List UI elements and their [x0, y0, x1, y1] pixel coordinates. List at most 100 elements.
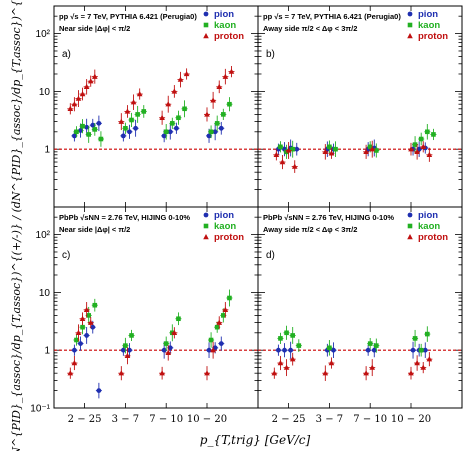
- pion-point: [331, 347, 336, 353]
- kaon-point: [176, 115, 181, 121]
- kaon-point: [425, 129, 430, 135]
- x-tick-label: 3 − 7: [112, 414, 139, 425]
- pion-point: [365, 347, 371, 353]
- x-tick-label: 2 − 25: [68, 414, 102, 425]
- kaon-point: [227, 295, 232, 301]
- proton-point: [273, 151, 280, 157]
- panel-subtitle: Near side |Δφ| < π/2: [59, 24, 130, 33]
- proton-point: [71, 101, 78, 107]
- proton-point: [283, 364, 290, 370]
- legend-label-pion: pion: [418, 9, 438, 20]
- proton-point: [75, 329, 82, 335]
- kaon-point: [129, 117, 134, 123]
- proton-point: [171, 329, 178, 335]
- proton-point: [277, 360, 284, 366]
- pion-point: [72, 133, 77, 139]
- pion-point: [90, 122, 96, 128]
- proton-point: [204, 370, 210, 376]
- proton-point: [124, 352, 131, 358]
- x-tick-label: 2 − 25: [272, 414, 306, 425]
- x-axis-label: p_{T,trig} [GeV/c]: [200, 433, 311, 447]
- kaon-point: [141, 109, 147, 114]
- proton-point: [426, 356, 433, 362]
- kaon-point: [135, 112, 140, 117]
- kaon-point: [418, 347, 424, 353]
- kaon-point: [278, 144, 283, 150]
- y-tick-label: 1: [44, 346, 50, 357]
- pion-point: [288, 347, 294, 353]
- proton-point: [322, 148, 329, 155]
- kaon-point: [221, 112, 226, 117]
- x-tick-label: 10 − 20: [187, 414, 227, 425]
- panel-4: 2 − 25 3 − 7 7 − 10 10 − 20 PbPb √sNN = 2.76…: [257, 206, 463, 425]
- proton-point: [363, 370, 369, 376]
- y-tick-label: 10: [39, 288, 51, 299]
- proton-point: [165, 101, 172, 107]
- legend-marker-proton: [203, 234, 209, 240]
- pion-point: [371, 347, 377, 353]
- proton-point: [79, 91, 86, 97]
- legend-label-proton: proton: [214, 232, 244, 243]
- panel-1: 1 10 10² pp √s = 7 TeV, PYTHIA 6.421 (Perug…: [36, 5, 259, 208]
- legend-marker-kaon: [203, 223, 209, 229]
- legend-label-pion: pion: [418, 210, 438, 221]
- legend-label-kaon: kaon: [418, 221, 440, 232]
- kaon-point: [176, 316, 181, 322]
- proton-point: [414, 148, 420, 155]
- kaon-point: [374, 343, 379, 348]
- kaon-point: [296, 343, 302, 348]
- kaon-point: [80, 123, 85, 129]
- proton-point: [124, 108, 131, 114]
- kaon-point: [182, 106, 187, 112]
- kaon-point: [374, 148, 379, 153]
- kaon-point: [367, 341, 373, 346]
- panel-title: PbPb √sNN = 2.76 TeV, HIJING 0-10%: [59, 213, 190, 222]
- proton-point: [222, 73, 229, 79]
- proton-point: [87, 78, 94, 84]
- x-tick-label: 3 − 7: [316, 414, 343, 425]
- kaon-point: [208, 129, 214, 135]
- kaon-point: [163, 129, 169, 135]
- proton-point: [159, 114, 165, 120]
- panel-title: pp √s = 7 TeV, PYTHIA 6.421 (Perugia0): [59, 12, 197, 21]
- proton-point: [279, 159, 286, 165]
- proton-point: [216, 83, 223, 90]
- kaon-point: [327, 144, 332, 150]
- pion-point: [161, 347, 167, 353]
- legend-label-kaon: kaon: [418, 20, 440, 31]
- kaon-point: [92, 127, 98, 132]
- proton-point: [408, 146, 414, 152]
- proton-point: [210, 347, 216, 353]
- kaon-point: [86, 132, 91, 137]
- proton-point: [92, 73, 98, 79]
- kaon-point: [123, 125, 128, 131]
- kaon-point: [333, 146, 338, 152]
- pion-point: [167, 345, 173, 351]
- kaon-point: [227, 101, 232, 107]
- kaon-point: [367, 144, 373, 150]
- proton-point: [118, 118, 125, 124]
- proton-point: [222, 306, 229, 312]
- proton-point: [83, 83, 90, 90]
- kaon-point: [74, 337, 79, 343]
- panel-title: PbPb √sNN = 2.76 TeV, HIJING 0-10%: [263, 213, 394, 222]
- legend-label-kaon: kaon: [214, 20, 236, 31]
- pion-point: [78, 341, 83, 347]
- proton-point: [183, 70, 190, 77]
- proton-point: [171, 88, 178, 94]
- proton-point: [426, 151, 433, 157]
- kaon-point: [278, 336, 283, 341]
- proton-point: [159, 370, 165, 376]
- proton-point: [363, 148, 369, 155]
- proton-point: [228, 68, 235, 74]
- legend-marker-pion: [203, 212, 209, 218]
- pion-point: [410, 347, 416, 353]
- kaon-point: [98, 136, 104, 142]
- pion-point: [127, 347, 132, 353]
- kaon-point: [170, 121, 175, 126]
- proton-point: [420, 143, 427, 150]
- x-tick-label: 10 − 20: [391, 414, 431, 425]
- kaon-point: [221, 313, 226, 318]
- legend-marker-kaon: [407, 22, 413, 28]
